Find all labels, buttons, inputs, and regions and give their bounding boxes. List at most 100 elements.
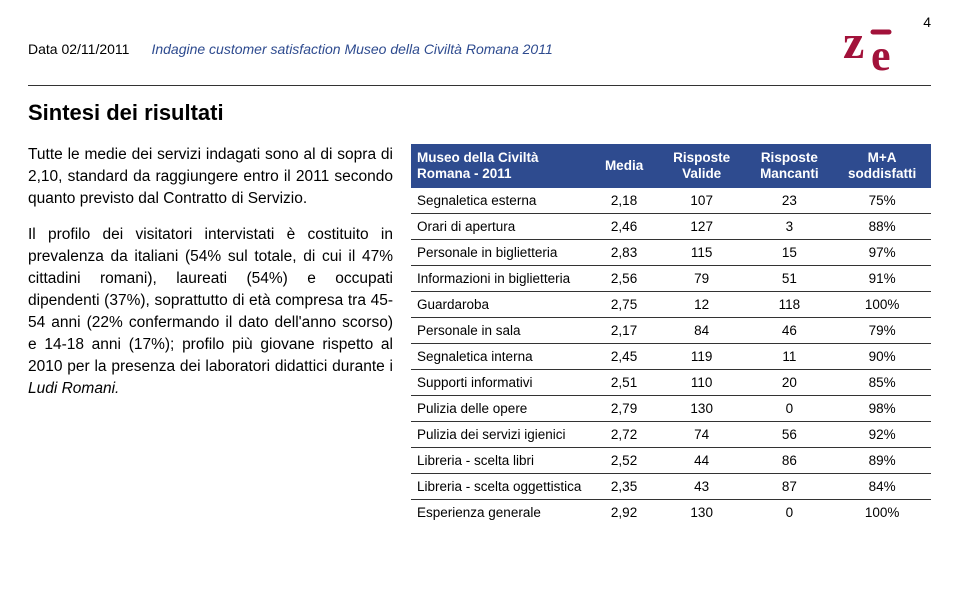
table-row: Esperienza generale2,921300100% [411,500,931,526]
th-sodd: M+A soddisfatti [833,144,931,188]
header-date: Data 02/11/2011 [28,41,129,57]
cell-valide: 119 [658,344,746,370]
cell-valide: 74 [658,422,746,448]
cell-sodd: 92% [833,422,931,448]
table-row: Pulizia dei servizi igienici2,72745692% [411,422,931,448]
cell-label: Orari di apertura [411,214,590,240]
cell-media: 2,52 [590,448,658,474]
header-right: z e 4 [843,18,931,79]
page-number: 4 [923,14,931,30]
cell-sodd: 100% [833,500,931,526]
th-mancanti: Risposte Mancanti [745,144,833,188]
cell-media: 2,46 [590,214,658,240]
body-text-column: Tutte le medie dei servizi indagati sono… [28,144,393,414]
paragraph-2-text: Il profilo dei visitatori intervistati è… [28,226,393,375]
cell-mancanti: 118 [745,292,833,318]
cell-mancanti: 51 [745,266,833,292]
cell-valide: 44 [658,448,746,474]
svg-text:z: z [843,18,864,69]
cell-media: 2,51 [590,370,658,396]
header-rule [28,85,931,86]
cell-label: Segnaletica esterna [411,188,590,214]
cell-mancanti: 0 [745,396,833,422]
cell-label: Segnaletica interna [411,344,590,370]
cell-sodd: 98% [833,396,931,422]
paragraph-2: Il profilo dei visitatori intervistati è… [28,224,393,400]
cell-label: Pulizia dei servizi igienici [411,422,590,448]
cell-mancanti: 87 [745,474,833,500]
table-row: Libreria - scelta oggettistica2,35438784… [411,474,931,500]
cell-sodd: 84% [833,474,931,500]
results-table: Museo della Civiltà Romana - 2011 Media … [411,144,931,525]
cell-label: Personale in biglietteria [411,240,590,266]
cell-label: Libreria - scelta libri [411,448,590,474]
cell-mancanti: 86 [745,448,833,474]
table-row: Supporti informativi2,511102085% [411,370,931,396]
cell-sodd: 79% [833,318,931,344]
cell-mancanti: 15 [745,240,833,266]
cell-sodd: 100% [833,292,931,318]
table-row: Personale in sala2,17844679% [411,318,931,344]
cell-mancanti: 11 [745,344,833,370]
cell-valide: 79 [658,266,746,292]
table-row: Pulizia delle opere2,79130098% [411,396,931,422]
table-row: Personale in biglietteria2,831151597% [411,240,931,266]
table-header-row: Museo della Civiltà Romana - 2011 Media … [411,144,931,188]
cell-mancanti: 0 [745,500,833,526]
cell-label: Informazioni in biglietteria [411,266,590,292]
content-columns: Tutte le medie dei servizi indagati sono… [28,144,931,525]
cell-media: 2,92 [590,500,658,526]
cell-sodd: 85% [833,370,931,396]
page: Data 02/11/2011 Indagine customer satisf… [0,0,959,610]
cell-mancanti: 46 [745,318,833,344]
header-survey-title: Indagine customer satisfaction Museo del… [151,41,552,57]
table-row: Segnaletica esterna2,181072375% [411,188,931,214]
cell-media: 2,75 [590,292,658,318]
cell-label: Supporti informativi [411,370,590,396]
table-column: Museo della Civiltà Romana - 2011 Media … [411,144,931,525]
cell-sodd: 91% [833,266,931,292]
brand-logo-icon: z e [843,18,913,79]
cell-sodd: 88% [833,214,931,240]
cell-label: Libreria - scelta oggettistica [411,474,590,500]
cell-media: 2,45 [590,344,658,370]
cell-sodd: 97% [833,240,931,266]
cell-media: 2,79 [590,396,658,422]
cell-valide: 115 [658,240,746,266]
cell-label: Guardaroba [411,292,590,318]
cell-valide: 12 [658,292,746,318]
table-body: Segnaletica esterna2,181072375%Orari di … [411,188,931,525]
cell-valide: 107 [658,188,746,214]
cell-sodd: 90% [833,344,931,370]
section-title: Sintesi dei risultati [28,100,931,126]
cell-mancanti: 56 [745,422,833,448]
table-row: Segnaletica interna2,451191190% [411,344,931,370]
table-row: Informazioni in biglietteria2,56795191% [411,266,931,292]
cell-label: Esperienza generale [411,500,590,526]
cell-media: 2,72 [590,422,658,448]
th-valide: Risposte Valide [658,144,746,188]
th-row-label: Museo della Civiltà Romana - 2011 [411,144,590,188]
page-header: Data 02/11/2011 Indagine customer satisf… [28,18,931,79]
header-left: Data 02/11/2011 Indagine customer satisf… [28,41,553,57]
cell-mancanti: 20 [745,370,833,396]
cell-media: 2,56 [590,266,658,292]
cell-valide: 130 [658,500,746,526]
cell-label: Personale in sala [411,318,590,344]
th-media: Media [590,144,658,188]
table-row: Guardaroba2,7512118100% [411,292,931,318]
paragraph-1: Tutte le medie dei servizi indagati sono… [28,144,393,210]
cell-valide: 127 [658,214,746,240]
cell-sodd: 75% [833,188,931,214]
cell-mancanti: 3 [745,214,833,240]
table-row: Orari di apertura2,46127388% [411,214,931,240]
cell-valide: 110 [658,370,746,396]
cell-mancanti: 23 [745,188,833,214]
cell-media: 2,83 [590,240,658,266]
cell-media: 2,17 [590,318,658,344]
table-row: Libreria - scelta libri2,52448689% [411,448,931,474]
cell-valide: 84 [658,318,746,344]
cell-media: 2,18 [590,188,658,214]
cell-sodd: 89% [833,448,931,474]
cell-valide: 43 [658,474,746,500]
